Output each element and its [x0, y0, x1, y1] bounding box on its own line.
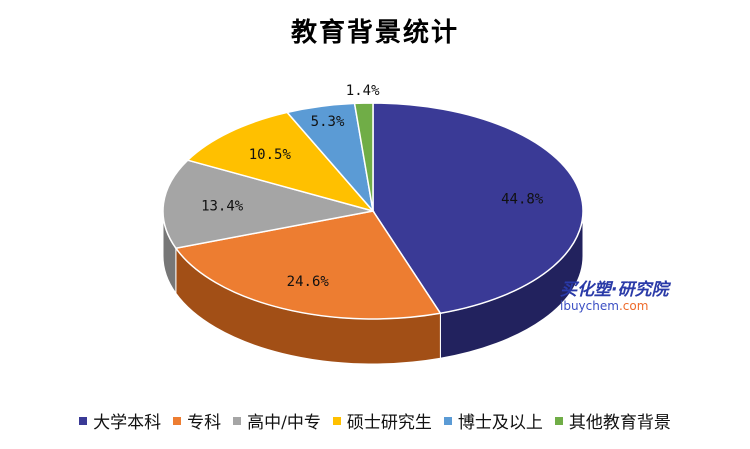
data-label-1: 44.8% [501, 191, 544, 207]
pie-slice-6 [353, 102, 374, 212]
data-label-3: 13.4% [201, 199, 244, 215]
pie-slice-2 [174, 210, 442, 320]
legend-label: 其他教育背景 [568, 413, 671, 433]
legend-label: 专科 [187, 413, 222, 433]
pie-slice-3 [162, 159, 374, 250]
data-label-2: 24.6% [287, 274, 330, 290]
pie-slice-1 [372, 102, 584, 315]
legend-label: 博士及以上 [457, 413, 543, 433]
pie-slice-4 [186, 111, 376, 213]
watermark-site-suffix: .com [618, 299, 649, 313]
legend-item-3: 高中/中专 [233, 408, 321, 433]
watermark-brand: 买化塑·研究院 [560, 280, 669, 300]
legend-item-2: 专科 [173, 408, 221, 433]
legend-label: 大学本科 [93, 413, 162, 433]
watermark-logo: 买化塑·研究院 ibuychem.com [560, 275, 680, 313]
legend-swatch [233, 416, 242, 425]
chart-title: 教育背景统计 [290, 18, 459, 48]
watermark-site: ibuychem.com [560, 299, 680, 313]
data-label-6: 1.4% [346, 83, 380, 99]
watermark-site-prefix: ibuychem [560, 299, 619, 313]
legend-item-1: 大学本科 [79, 408, 161, 433]
legend-swatch [443, 416, 452, 425]
data-label-5: 5.3% [311, 114, 345, 130]
legend-item-6: 其他教育背景 [554, 408, 671, 433]
legend-swatch [554, 416, 563, 425]
chart-legend: 大学本科 专科 高中/中专 硕士研究生 博士及以上 其他教育背景 [0, 408, 750, 433]
legend-item-5: 博士及以上 [443, 408, 543, 433]
legend-label: 高中/中专 [247, 413, 321, 433]
data-label-4: 10.5% [249, 147, 292, 163]
legend-item-4: 硕士研究生 [332, 408, 432, 433]
legend-swatch [79, 416, 88, 425]
legend-swatch [332, 416, 341, 425]
legend-swatch [173, 416, 182, 425]
legend-label: 硕士研究生 [346, 413, 432, 433]
